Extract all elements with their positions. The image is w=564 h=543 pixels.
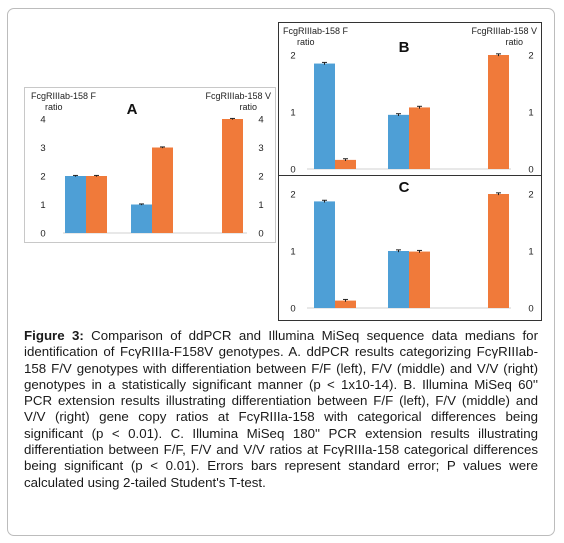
bar-v-ratio [86, 176, 107, 233]
bar-v-ratio [488, 194, 509, 308]
right-y-tick-label: 1 [528, 247, 533, 258]
bar-f-ratio [314, 63, 335, 169]
right-y-tick-label: 0 [528, 304, 533, 315]
left-y-tick-label: 3 [40, 143, 45, 154]
right-y-tick-label: 2 [258, 172, 263, 183]
bar-v-ratio [222, 119, 243, 233]
bar-v-ratio [335, 159, 356, 169]
left-y-tick-label: 0 [290, 304, 295, 315]
bar-v-ratio [152, 147, 173, 233]
bar-v-ratio [409, 107, 430, 169]
bar-f-ratio [388, 114, 409, 169]
bar-v-ratio [488, 55, 509, 169]
figure-caption: Figure 3: Comparison of ddPCR and Illumi… [24, 328, 538, 491]
caption-label: Figure 3: [24, 328, 84, 343]
right-y-tick-label: 0 [258, 229, 263, 240]
right-y-tick-label: 1 [258, 200, 263, 211]
right-y-tick-label: 2 [528, 51, 533, 62]
chart-title: A [127, 101, 138, 118]
right-y-tick-label: 0 [528, 165, 533, 176]
left-y-tick-label: 4 [40, 115, 45, 126]
right-y-tick-label: 4 [258, 115, 263, 126]
caption-text: Comparison of ddPCR and Illumina MiSeq s… [24, 328, 538, 490]
chart-c-svg: 0 0 1 1 2 2 C [290, 179, 533, 315]
left-y-tick-label: 2 [290, 51, 295, 62]
right-y-tick-label: 3 [258, 143, 263, 154]
bar-f-ratio [65, 176, 86, 233]
left-y-tick-label: 1 [290, 247, 295, 258]
left-y-tick-label: 0 [40, 229, 45, 240]
bar-v-ratio [409, 251, 430, 308]
right-y-tick-label: 2 [528, 190, 533, 201]
left-y-tick-label: 2 [290, 190, 295, 201]
chart-title: C [399, 179, 410, 196]
bar-v-ratio [335, 300, 356, 308]
right-y-tick-label: 1 [528, 108, 533, 119]
chart-panel-c: 0 0 1 1 2 2 C [278, 175, 542, 321]
chart-title: B [399, 39, 410, 56]
left-y-tick-label: 0 [290, 165, 295, 176]
left-y-tick-label: 1 [290, 108, 295, 119]
left-y-tick-label: 1 [40, 200, 45, 211]
left-y-tick-label: 2 [40, 172, 45, 183]
bar-f-ratio [388, 251, 409, 308]
bar-f-ratio [314, 201, 335, 308]
bar-f-ratio [131, 204, 152, 233]
